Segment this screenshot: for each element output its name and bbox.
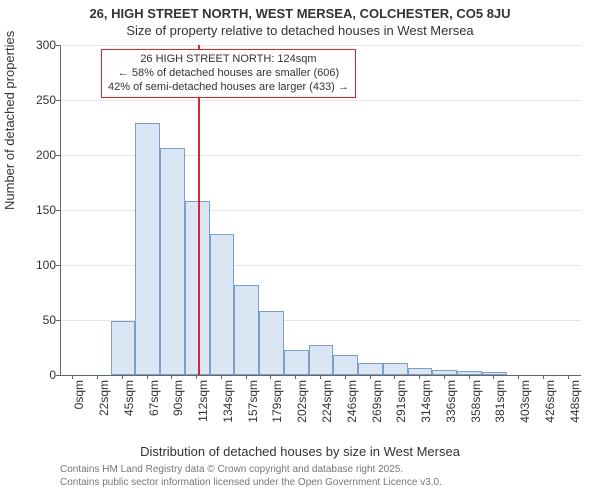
x-tick-label: 202sqm: [295, 380, 309, 440]
annotation-line: 26 HIGH STREET NORTH: 124sqm: [108, 53, 349, 67]
x-tick-mark: [122, 375, 123, 379]
x-tick-mark: [493, 375, 494, 379]
x-tick-label: 224sqm: [320, 380, 334, 440]
y-tick-mark: [56, 265, 60, 266]
y-tick-label: 300: [16, 38, 56, 52]
histogram-bar: [358, 363, 383, 375]
x-tick-mark: [419, 375, 420, 379]
x-tick-mark: [444, 375, 445, 379]
histogram-bar: [408, 368, 433, 375]
histogram-bar: [432, 370, 457, 376]
y-gridline: [61, 100, 581, 101]
footer-attribution: Contains HM Land Registry data © Crown c…: [60, 464, 442, 489]
reference-annotation: 26 HIGH STREET NORTH: 124sqm← 58% of det…: [101, 49, 356, 98]
x-tick-label: 246sqm: [345, 380, 359, 440]
x-tick-label: 426sqm: [543, 380, 557, 440]
x-tick-mark: [270, 375, 271, 379]
x-tick-label: 0sqm: [72, 380, 86, 440]
x-tick-label: 22sqm: [97, 380, 111, 440]
annotation-line: ← 58% of detached houses are smaller (60…: [108, 67, 349, 81]
x-tick-mark: [543, 375, 544, 379]
annotation-line: 42% of semi-detached houses are larger (…: [108, 81, 349, 95]
x-tick-mark: [469, 375, 470, 379]
x-tick-label: 45sqm: [122, 380, 136, 440]
histogram-bar: [160, 148, 185, 375]
histogram-bar: [111, 321, 136, 375]
plot-area: 26 HIGH STREET NORTH: 124sqm← 58% of det…: [60, 45, 581, 376]
x-tick-label: 381sqm: [493, 380, 507, 440]
x-tick-mark: [97, 375, 98, 379]
y-tick-mark: [56, 320, 60, 321]
y-tick-mark: [56, 155, 60, 156]
x-tick-mark: [72, 375, 73, 379]
y-tick-label: 200: [16, 148, 56, 162]
x-tick-mark: [394, 375, 395, 379]
y-tick-mark: [56, 100, 60, 101]
x-tick-label: 179sqm: [270, 380, 284, 440]
x-tick-label: 291sqm: [394, 380, 408, 440]
x-tick-mark: [370, 375, 371, 379]
histogram-bar: [259, 311, 284, 375]
x-tick-label: 90sqm: [171, 380, 185, 440]
x-tick-label: 134sqm: [221, 380, 235, 440]
x-tick-mark: [295, 375, 296, 379]
x-tick-label: 157sqm: [246, 380, 260, 440]
x-tick-mark: [171, 375, 172, 379]
x-tick-mark: [246, 375, 247, 379]
histogram-bar: [383, 363, 408, 375]
x-tick-mark: [345, 375, 346, 379]
title-sub: Size of property relative to detached ho…: [0, 23, 600, 38]
histogram-bar: [210, 234, 235, 375]
y-axis-label: Number of detached properties: [2, 31, 17, 210]
x-tick-label: 67sqm: [147, 380, 161, 440]
y-tick-label: 250: [16, 93, 56, 107]
x-tick-label: 269sqm: [370, 380, 384, 440]
histogram-bar: [333, 355, 358, 375]
x-tick-label: 358sqm: [469, 380, 483, 440]
histogram-bar: [284, 350, 309, 375]
y-tick-mark: [56, 210, 60, 211]
histogram-bar: [185, 201, 210, 375]
y-tick-mark: [56, 375, 60, 376]
footer-line-2: Contains public sector information licen…: [60, 477, 442, 490]
x-axis-label: Distribution of detached houses by size …: [0, 444, 600, 459]
chart-container: 26, HIGH STREET NORTH, WEST MERSEA, COLC…: [0, 0, 600, 500]
x-tick-label: 403sqm: [518, 380, 532, 440]
histogram-bar: [457, 371, 482, 375]
x-tick-mark: [518, 375, 519, 379]
y-gridline: [61, 45, 581, 46]
x-tick-label: 448sqm: [568, 380, 582, 440]
y-tick-label: 0: [16, 368, 56, 382]
histogram-bar: [135, 123, 160, 375]
y-tick-label: 100: [16, 258, 56, 272]
title-main: 26, HIGH STREET NORTH, WEST MERSEA, COLC…: [0, 6, 600, 21]
x-tick-mark: [320, 375, 321, 379]
y-tick-label: 150: [16, 203, 56, 217]
x-tick-mark: [568, 375, 569, 379]
footer-line-1: Contains HM Land Registry data © Crown c…: [60, 464, 442, 477]
histogram-bar: [234, 285, 259, 375]
y-tick-label: 50: [16, 313, 56, 327]
x-tick-mark: [196, 375, 197, 379]
x-tick-label: 336sqm: [444, 380, 458, 440]
y-tick-mark: [56, 45, 60, 46]
x-tick-label: 314sqm: [419, 380, 433, 440]
histogram-bar: [309, 345, 334, 375]
x-tick-mark: [221, 375, 222, 379]
x-tick-mark: [147, 375, 148, 379]
x-tick-label: 112sqm: [196, 380, 210, 440]
